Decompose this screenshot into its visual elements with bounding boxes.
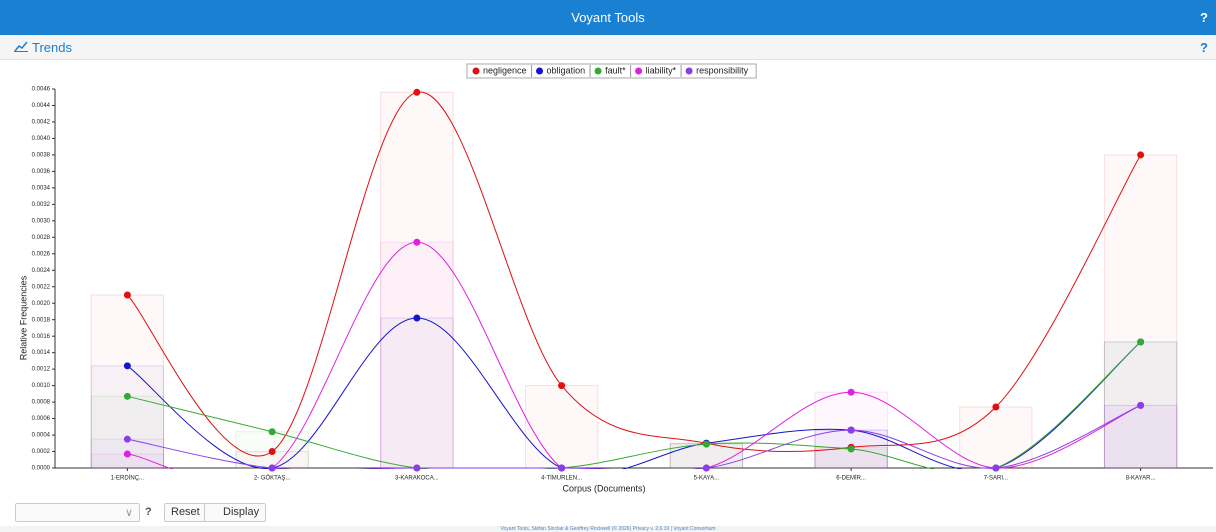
data-point [558,382,566,390]
app-title: Voyant Tools [571,10,645,25]
data-point [123,392,131,400]
data-point [992,464,1000,472]
legend-marker [472,67,480,75]
x-tick-label: 3-KARAKOCA... [395,476,439,482]
y-tick-label: 0.0008 [32,400,51,406]
series-line [127,317,1141,469]
y-tick-label: 0.0004 [32,433,51,439]
legend-marker [536,67,544,75]
legend-label: negligence [483,65,527,75]
y-tick-label: 0.0010 [32,383,51,389]
data-point [558,464,566,472]
y-tick-label: 0.0032 [32,202,51,208]
y-tick-label: 0.0026 [32,251,51,257]
data-point [123,435,131,443]
data-point [268,448,276,456]
data-point [413,88,421,96]
display-button[interactable]: Display [204,503,267,522]
reset-button[interactable]: Reset [164,503,207,522]
legend-item[interactable]: liability* [635,65,682,77]
series-line [127,91,1142,457]
legend-label: obligation [547,65,586,75]
term-select[interactable]: ∨ [15,503,140,522]
y-tick-label: 0.0018 [32,317,51,323]
x-tick-label: 4-TİMURLEN... [541,475,582,482]
legend-marker [685,67,693,75]
data-point [413,464,421,472]
y-tick-label: 0.0034 [32,185,51,191]
display-label: Display [223,506,260,518]
y-tick-label: 0.0036 [32,169,51,175]
y-axis-title: Relative Frequencies [18,275,28,360]
app-header: Voyant Tools ? [0,0,1216,35]
y-tick-label: 0.0042 [32,120,51,126]
bar [524,385,599,469]
data-point [1137,401,1145,409]
series-line [127,241,1141,469]
data-point [123,291,131,299]
data-point [413,238,421,246]
y-tick-label: 0.0020 [32,301,51,307]
y-tick-label: 0.0006 [32,416,51,422]
data-point [702,464,710,472]
chart: Corpus (Documents) Relative Frequencies … [18,63,1213,493]
bar [380,241,454,469]
panel-header: Trends ? [0,35,1216,60]
legend-item[interactable]: fault* [594,65,632,77]
data-point [702,440,710,448]
x-tick-label: 7-SARI... [984,476,1009,482]
x-tick-label: 2- GÖKTAŞ... [254,475,291,482]
data-point [847,388,855,396]
y-tick-label: 0.0002 [32,449,51,455]
bar [959,406,1033,469]
data-point [413,314,421,322]
data-point [847,426,855,434]
panel-title: Trends [32,40,72,55]
y-tick-label: 0.0016 [32,334,51,340]
y-tick-label: 0.0046 [32,87,51,93]
legend-box [466,63,757,79]
y-tick-label: 0.0012 [32,367,51,373]
help-button[interactable]: ? [1200,10,1208,25]
y-tick-label: 0.0030 [32,218,51,224]
series-line [127,404,1141,469]
data-point [992,403,1000,411]
toolbar-help[interactable]: ? [145,506,152,518]
y-tick-label: 0.0024 [32,268,51,274]
bar [1103,404,1178,469]
panel-help[interactable]: ? [1200,40,1208,55]
x-tick-label: 1-ERDİNÇ... [111,475,145,482]
x-axis-title: Corpus (Documents) [562,483,645,493]
legend-label: responsibility [696,65,749,75]
data-point [123,450,131,458]
footer: Voyant Tools, Stéfan Sinclair & Geoffrey… [0,526,1216,532]
legend-marker [635,67,643,75]
data-point [123,362,131,370]
data-point [1137,338,1145,346]
x-tick-label: 8-KAYAR... [1126,476,1156,482]
y-tick-label: 0.0022 [32,284,51,290]
legend-label: fault* [605,65,626,75]
legend-item[interactable]: responsibility [685,65,749,75]
legend-marker [594,67,602,75]
y-tick-label: 0.0040 [32,136,51,142]
trends-icon [14,41,28,52]
data-point [268,464,276,472]
y-tick-label: 0.0038 [32,152,51,158]
x-tick-label: 6-DEMİR... [836,475,866,482]
data-point [847,445,855,453]
y-tick-label: 0.0014 [32,350,51,356]
legend-label: liability* [646,65,677,75]
legend: negligence obligation fault* liability* resp… [466,63,757,79]
legend-item[interactable]: obligation [536,65,591,77]
y-tick-label: 0.0028 [32,235,51,241]
legend-item[interactable]: negligence [472,65,533,77]
y-tick-label: 0.0044 [32,103,51,109]
data-point [268,428,276,436]
data-point [1137,151,1145,159]
x-tick-label: 5-KAYA... [694,476,720,482]
y-tick-label: 0.0000 [32,466,51,472]
